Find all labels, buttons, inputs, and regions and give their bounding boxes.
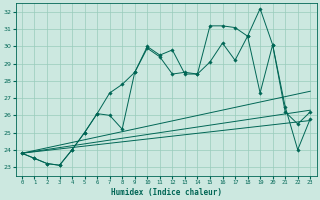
X-axis label: Humidex (Indice chaleur): Humidex (Indice chaleur): [111, 188, 221, 197]
